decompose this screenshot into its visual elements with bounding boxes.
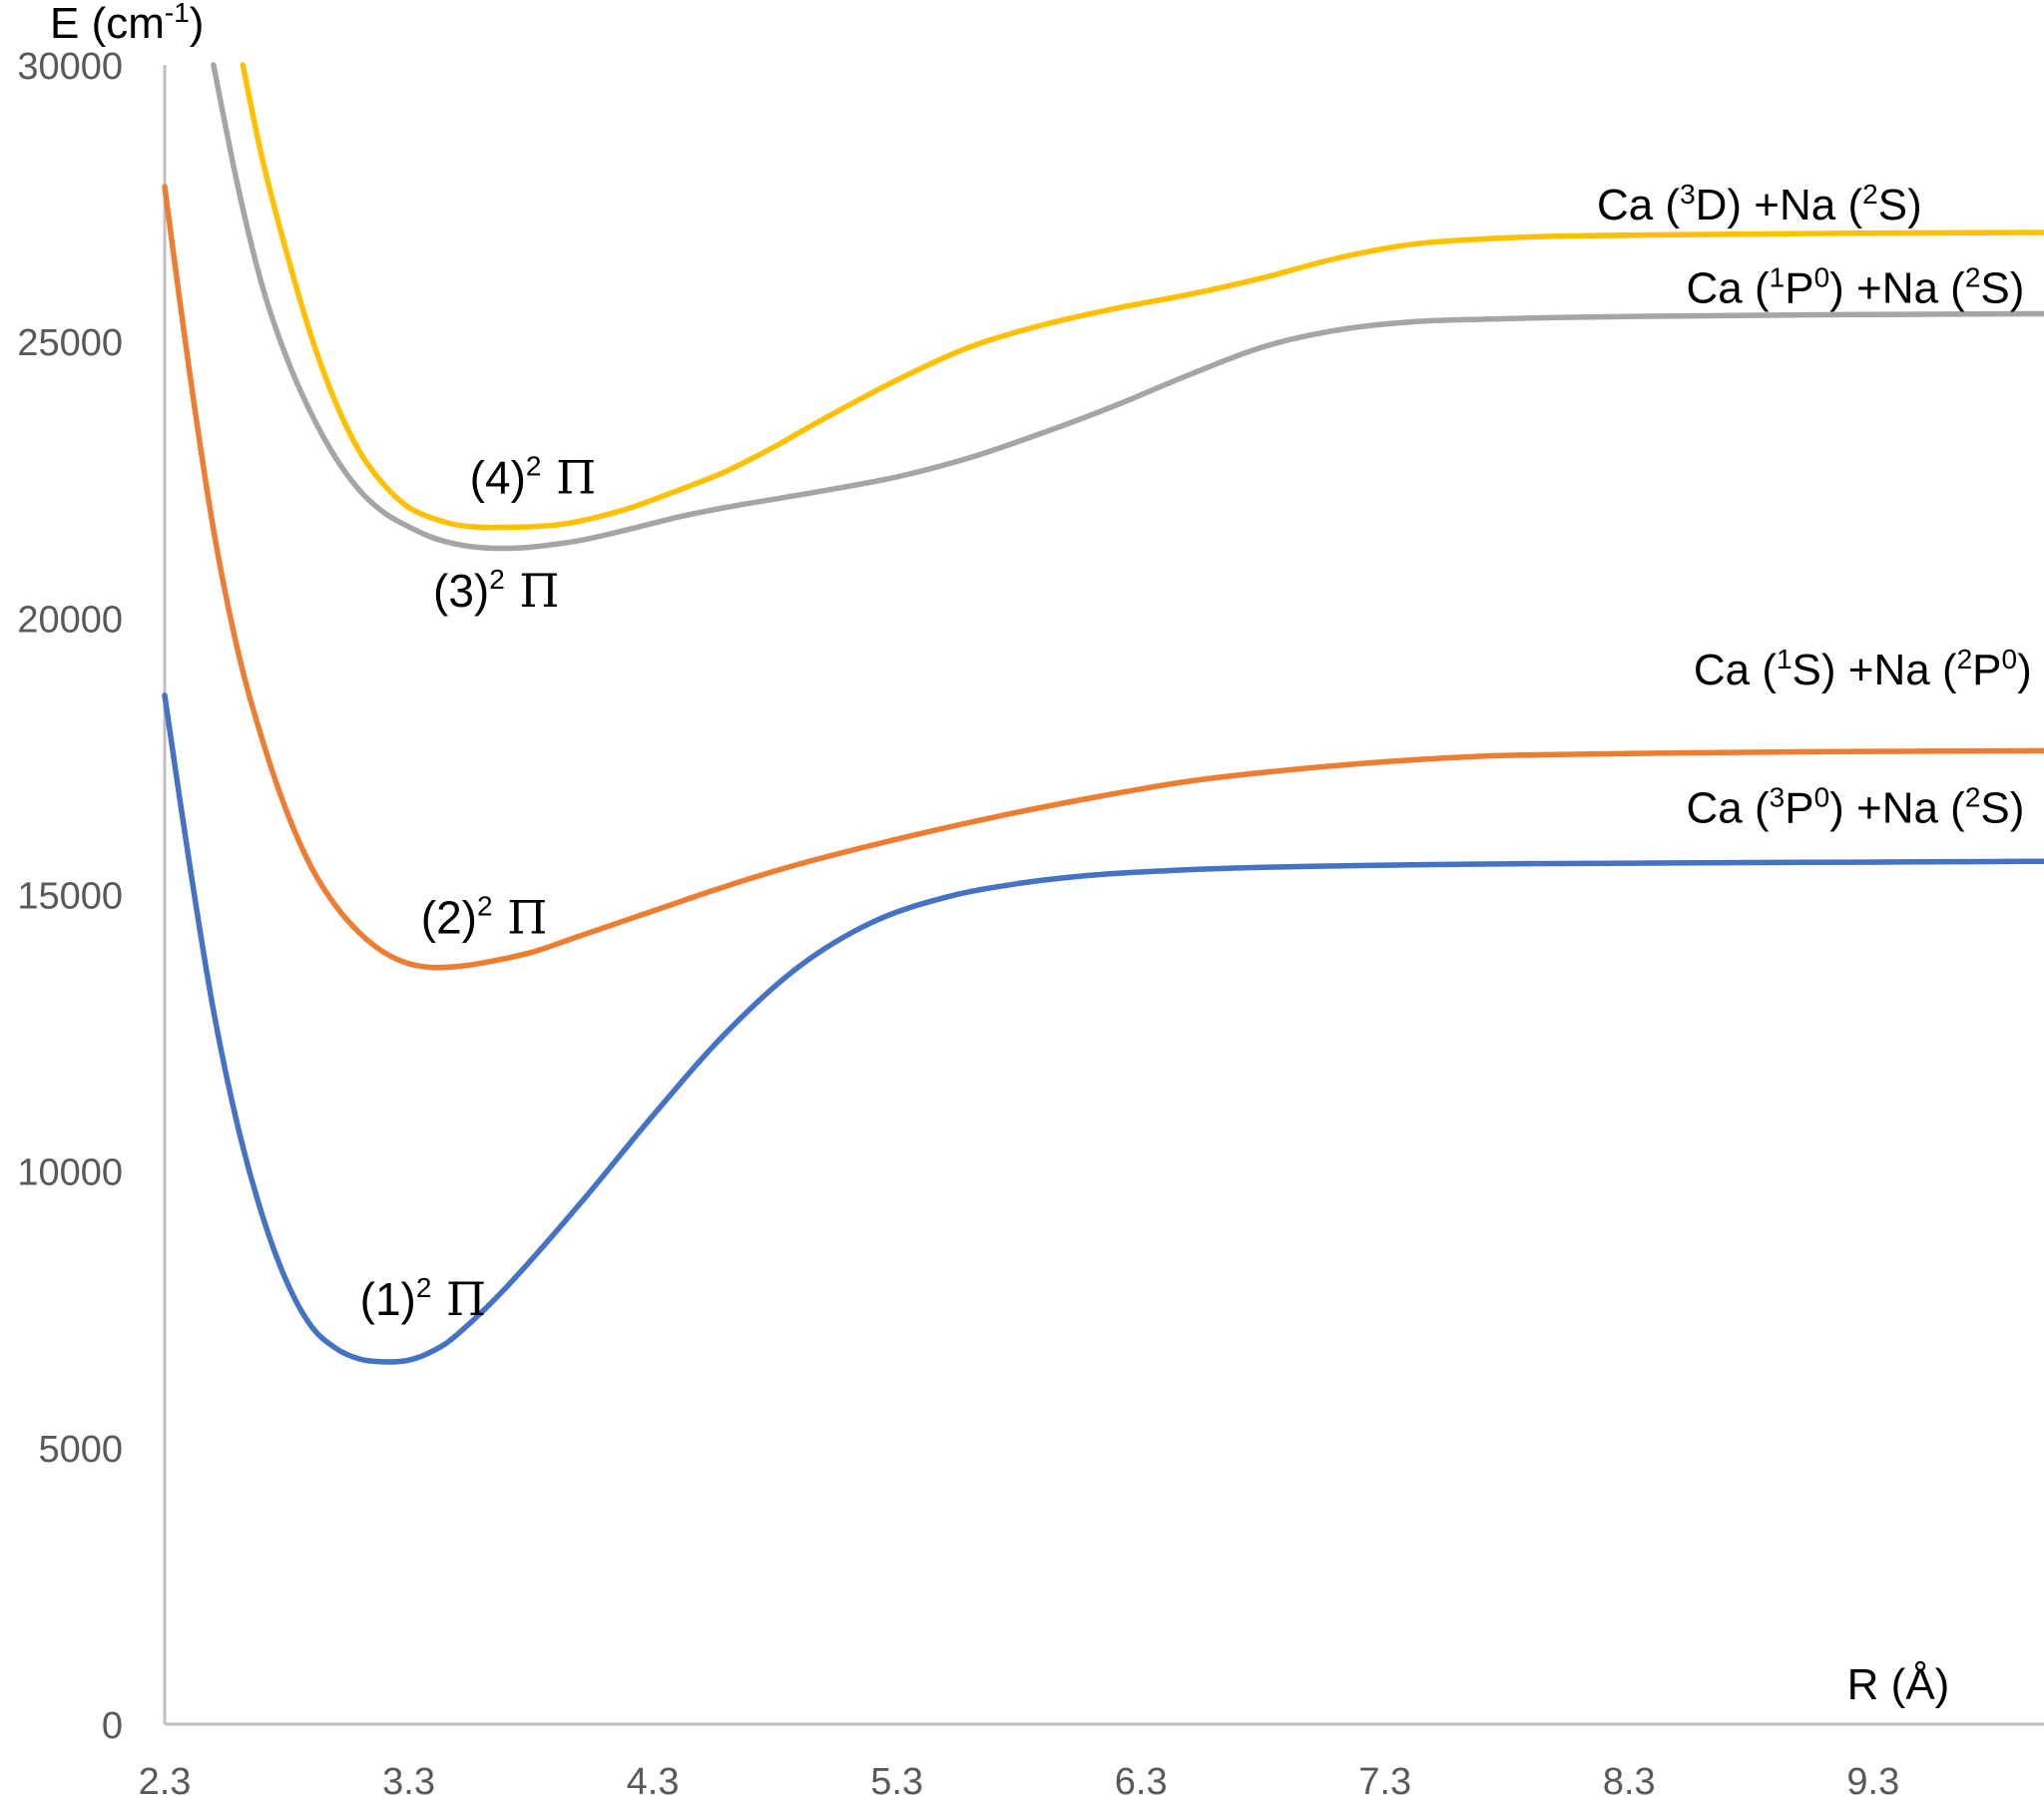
x-tick-label: 4.3: [627, 1761, 680, 1795]
y-tick-label: 5000: [38, 1429, 123, 1471]
x-tick-label: 9.3: [1846, 1761, 1899, 1795]
series-lines: [162, 62, 2044, 1365]
state-label-2: (2)2 Π: [421, 890, 548, 944]
series-line-4: [240, 62, 2044, 531]
x-tick-labels: 2.3 3.3 4.3 5.3 6.3 7.3 8.3 9.3: [139, 1761, 1900, 1795]
y-axis-title-close: ): [190, 0, 205, 48]
axes: [163, 65, 2044, 1726]
y-tick-label: 30000: [17, 46, 123, 88]
x-tick-label: 3.3: [382, 1761, 435, 1795]
y-axis-title-base: E (cm: [50, 0, 165, 48]
state-label-3: (3)2 Π: [433, 564, 560, 618]
series-line-1: [162, 692, 2044, 1365]
y-axis-title: E (cm-1): [50, 0, 204, 48]
x-axis-title: R (Å): [1847, 1660, 1950, 1709]
x-tick-label: 8.3: [1603, 1761, 1656, 1795]
asymptote-label-1: Ca (3P0) +Na (2S): [1687, 781, 2025, 832]
asymptote-label-2: Ca (1S) +Na (2P0): [1694, 644, 2032, 694]
series-line-3: [211, 62, 2044, 552]
state-label-1: (1)2 Π: [360, 1272, 487, 1326]
state-labels: (1)2 Π Ca (3P0) +Na (2S) (2)2 Π Ca (1S) +Na…: [360, 179, 2032, 1326]
y-tick-label: 20000: [17, 599, 123, 641]
asymptote-label-3: Ca (1P0) +Na (2S): [1687, 261, 2025, 312]
y-tick-label: 15000: [17, 876, 123, 918]
y-tick-label: 25000: [17, 322, 123, 364]
asymptote-label-4: Ca (3D) +Na (2S): [1597, 179, 1922, 229]
x-tick-label: 6.3: [1115, 1761, 1168, 1795]
y-tick-labels: 0 5000 10000 15000 20000 25000 30000: [17, 46, 123, 1747]
x-tick-label: 7.3: [1358, 1761, 1411, 1795]
y-axis-title-sup: -1: [165, 0, 190, 28]
series-line-2: [162, 184, 2044, 971]
y-tick-label: 10000: [17, 1152, 123, 1194]
x-tick-label: 5.3: [870, 1761, 923, 1795]
y-tick-label: 0: [102, 1705, 123, 1747]
x-tick-label: 2.3: [139, 1761, 192, 1795]
state-label-4: (4)2 Π: [470, 451, 597, 505]
